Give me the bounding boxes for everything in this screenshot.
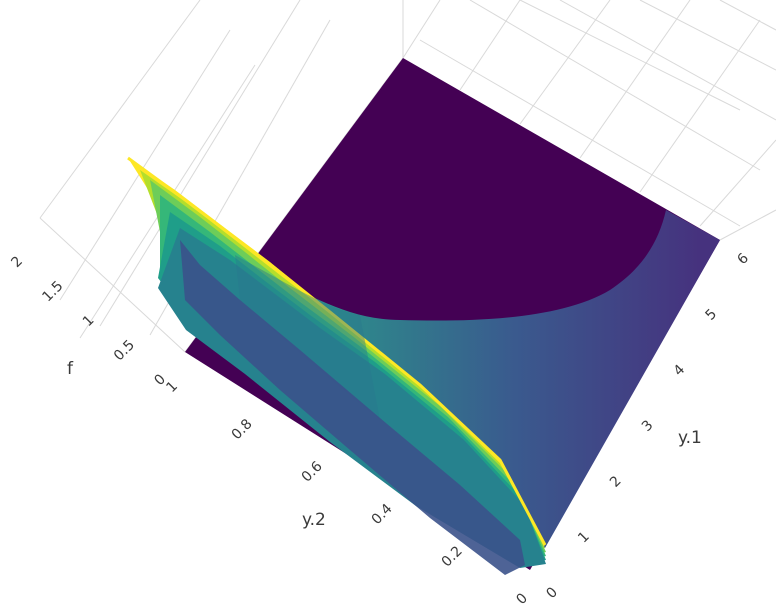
x-axis-tick-1: 1	[575, 529, 593, 547]
y-axis-tick-3: 0.6	[299, 458, 326, 485]
z-axis-tick-4: 2	[8, 253, 26, 271]
surface-ridge	[127, 156, 547, 546]
z-axis-tick-1: 0.5	[111, 337, 138, 364]
grid-line	[719, 0, 776, 31]
grid-line	[99, 0, 301, 327]
grid-line	[469, 0, 761, 171]
x-axis-tick-3: 3	[639, 417, 657, 435]
y-axis-tick-0: 0	[513, 590, 531, 608]
y-axis-tick-1: 0.2	[439, 543, 466, 570]
x-axis-tick-4: 4	[671, 362, 689, 380]
grid-line	[419, 39, 741, 227]
grid-line	[39, 0, 201, 219]
x-axis-tick-2: 2	[607, 473, 625, 491]
grid-lines	[39, 0, 776, 353]
y-axis-tick-4: 0.8	[229, 416, 256, 443]
grid-line	[39, 217, 186, 353]
surface-mesh	[127, 156, 720, 575]
axis-titles: y.1 y.2 f	[67, 359, 702, 530]
grid-line	[639, 19, 761, 193]
grid-line	[579, 0, 691, 159]
grid-line	[699, 139, 776, 227]
grid-line	[459, 0, 521, 91]
x-axis-title: y.1	[678, 428, 702, 448]
surface-front-edge	[180, 240, 525, 575]
grid-line	[559, 0, 776, 121]
x-axis-tick-0: 0	[543, 584, 561, 602]
grid-line	[519, 0, 611, 125]
y-axis-tick-2: 0.4	[369, 501, 396, 528]
x-axis-tick-6: 6	[734, 250, 752, 268]
z-axis-title: f	[67, 359, 74, 379]
surface-midzone	[235, 255, 380, 420]
y-axis-title: y.2	[302, 510, 326, 530]
z-axis-tick-3: 1.5	[39, 278, 66, 305]
surface-slope	[240, 210, 720, 548]
grid-line	[519, 0, 741, 111]
y-axis-tick-5: 1	[163, 378, 181, 396]
grid-line	[639, 0, 776, 71]
x-axis-tick-5: 5	[703, 306, 721, 324]
grid-line	[59, 29, 231, 301]
grid-line	[402, 0, 441, 59]
grid-line	[719, 209, 776, 241]
